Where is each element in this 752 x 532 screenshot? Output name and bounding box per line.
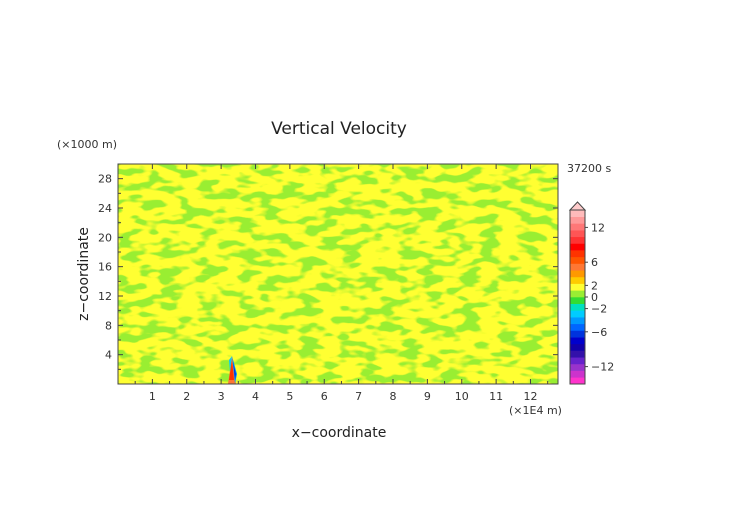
colorbar-labels: 12 6 20−2 −6 −12 [585,221,614,374]
colorbar-label: −12 [591,361,614,374]
y-axis-label: z−coordinate [76,227,92,321]
x-tick-label: 8 [390,390,397,403]
colorbar-swatch [570,230,585,238]
chart-title: Vertical Velocity [271,119,407,139]
colorbar-label: 12 [591,221,605,234]
colorbar-swatch [570,330,585,338]
x-tick-label: 2 [183,390,190,403]
x-tick-label: 12 [524,390,538,403]
y-tick-label: 12 [98,290,112,303]
x-tick-label: 4 [252,390,259,403]
colorbar-swatch [570,250,585,258]
x-tick-label: 6 [321,390,328,403]
colorbar-label: 0 [591,291,598,304]
y-unit-label: (×1000 m) [57,138,117,151]
colorbar-swatch [570,343,585,351]
plot-frame [117,163,559,385]
colorbar-swatch [570,323,585,331]
colorbar-swatch [570,243,585,251]
colorbar-swatch [570,270,585,278]
colorbar [568,201,587,385]
y-tick-label: 24 [98,202,112,215]
x-tick-label: 5 [286,390,293,403]
x-tick-label: 9 [424,390,431,403]
colorbar-swatch [570,303,585,311]
x-axis-label: x−coordinate [292,425,387,441]
colorbar-swatch [570,370,585,378]
y-tick-label: 4 [105,349,112,362]
colorbar-swatch [570,256,585,264]
colorbar-label: −6 [591,326,607,339]
heatmap-field [118,164,558,384]
colorbar-swatch [570,210,585,217]
colorbar-swatch [570,283,585,291]
x-tick-label: 7 [355,390,362,403]
x-tick-label: 10 [455,390,469,403]
colorbar-swatch [570,337,585,345]
colorbar-swatch [570,350,585,358]
time-label: 37200 s [567,162,611,175]
velocity-plume [228,356,237,384]
y-tick-label: 20 [98,231,112,244]
colorbar-swatch [570,263,585,271]
colorbar-arrow [568,201,587,211]
colorbar-swatch [570,297,585,304]
colorbar-swatch [570,357,585,365]
x-tick-label: 3 [218,390,225,403]
colorbar-swatch [570,236,585,244]
colorbar-swatch [570,290,585,298]
y-tick-label: 16 [98,261,112,274]
y-tick-label: 28 [98,173,112,186]
colorbar-swatch [570,223,585,231]
colorbar-label: 2 [591,279,598,292]
colorbar-label: −2 [591,303,607,316]
x-tick-label: 11 [489,390,503,403]
x-unit-label: (×1E4 m) [509,404,562,417]
colorbar-swatch [570,377,585,385]
y-axis-ticks: 4 8 12 16 20 24 28 [98,173,558,370]
x-tick-label: 1 [149,390,156,403]
colorbar-label: 6 [591,256,598,269]
colorbar-swatch [570,310,585,318]
colorbar-swatch [570,317,585,325]
x-axis-ticks: 1 2 3 4 5 6 7 8 9 10 11 12 [134,164,549,403]
y-tick-label: 8 [105,319,112,332]
colorbar-swatch [570,276,585,284]
colorbar-swatch [570,216,585,224]
colorbar-swatch [570,363,585,371]
